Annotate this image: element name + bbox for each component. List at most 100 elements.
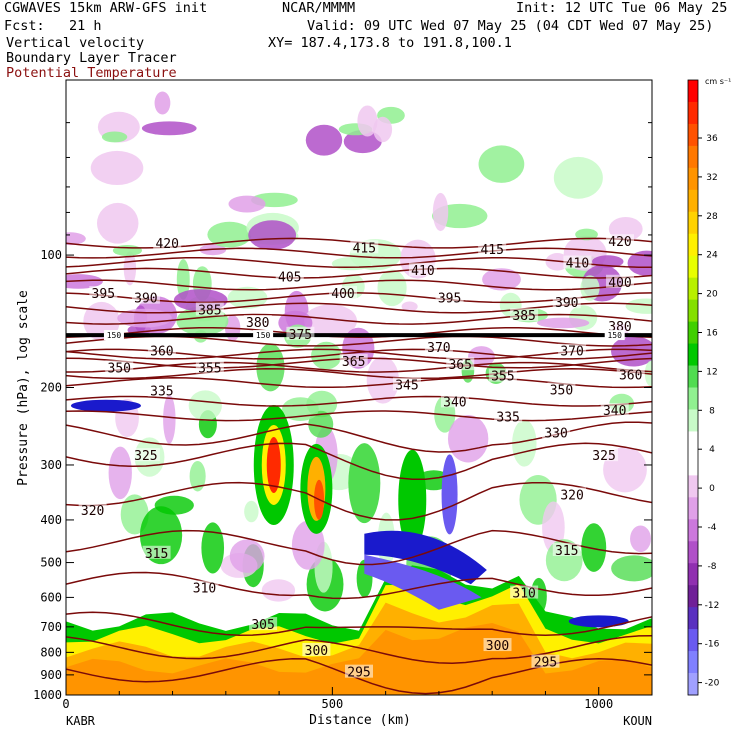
tracer-label: 150 xyxy=(256,331,271,340)
theta-label-bg xyxy=(78,503,107,517)
velocity-cell xyxy=(66,232,86,246)
colorbar-tick-label: 16 xyxy=(706,329,718,339)
theta-label: 300 xyxy=(486,639,509,654)
theta-label-bg xyxy=(552,542,581,556)
velocity-cell xyxy=(581,523,607,572)
velocity-cell xyxy=(227,286,268,309)
velocity-cell xyxy=(229,539,265,573)
theta-label: 375 xyxy=(289,328,312,343)
colorbar-swatch xyxy=(688,189,698,213)
theta-label-bg xyxy=(275,269,304,283)
theta-label: 360 xyxy=(619,369,642,384)
theta-label: 300 xyxy=(305,644,328,659)
colorbar-swatch xyxy=(688,651,698,674)
velocity-cell xyxy=(468,346,495,367)
theta-label-bg xyxy=(408,262,437,276)
colorbar-tick-label: 36 xyxy=(706,134,718,144)
theta-label: 340 xyxy=(603,404,626,419)
theta-label-bg xyxy=(286,326,315,340)
colorbar-swatch xyxy=(688,629,698,652)
theta-label-bg xyxy=(142,545,171,559)
field-potential-temperature: Potential Temperature xyxy=(6,65,177,81)
colorbar-swatch xyxy=(688,255,698,279)
velocity-cell xyxy=(482,268,521,291)
tracer-plume xyxy=(364,530,487,585)
colorbar-unit: cm s⁻¹ xyxy=(705,77,731,86)
theta-label-bg xyxy=(510,585,539,599)
colorbar-swatch xyxy=(688,607,698,630)
theta-label-bg xyxy=(558,343,587,357)
theta-label: 420 xyxy=(155,237,178,252)
theta-contour-320 xyxy=(66,481,652,521)
colorbar-swatch xyxy=(688,497,698,520)
velocity-cell xyxy=(366,356,399,404)
y-axis: 100 200 300 400 500 600 700 800 900 1000 xyxy=(33,79,652,702)
theta-label-bg xyxy=(195,302,224,316)
colorbar-tick-label: 4 xyxy=(709,445,715,455)
theta-label: 315 xyxy=(145,547,168,562)
y-tick-label: 400 xyxy=(40,513,62,527)
velocity-cell xyxy=(66,274,103,289)
colorbar: cm s⁻¹ 36 32 28 24 20 16 12 8 4 0 -4 -8 -12 -16 -20 xyxy=(687,77,731,696)
y-axis-label: Pressure (hPa), log scale xyxy=(16,290,31,486)
x-axis-label: Distance (km) xyxy=(309,713,411,728)
field-vertical-velocity: Vertical velocity xyxy=(6,35,145,51)
init-time: Init: 12 UTC Tue 06 May 25 xyxy=(516,0,728,16)
colorbar-tick-label: 24 xyxy=(706,251,718,261)
velocity-cell xyxy=(189,461,206,492)
theta-label-bg xyxy=(606,234,635,248)
theta-label-bg xyxy=(249,617,278,631)
theta-label-bg xyxy=(131,448,160,462)
theta-contour-415 xyxy=(66,247,652,259)
velocity-cell xyxy=(432,192,449,232)
theta-label: 390 xyxy=(134,292,157,307)
theta-label: 365 xyxy=(342,355,365,370)
theta-label: 335 xyxy=(496,411,519,426)
velocity-cell xyxy=(108,446,132,500)
velocity-cell xyxy=(305,124,343,156)
theta-label: 320 xyxy=(81,504,104,519)
velocity-cell xyxy=(188,390,222,421)
theta-label: 355 xyxy=(198,361,221,376)
velocity-cell xyxy=(248,220,297,250)
theta-label-bg xyxy=(446,357,475,371)
tracer-blob xyxy=(70,399,141,412)
theta-label: 315 xyxy=(555,544,578,559)
org-label: NCAR/MMMM xyxy=(282,0,356,16)
theta-label: 355 xyxy=(491,370,514,385)
colorbar-swatch xyxy=(688,277,698,301)
theta-label-bg xyxy=(350,240,379,254)
velocity-cell xyxy=(101,131,128,143)
theta-label: 395 xyxy=(438,292,461,307)
theta-contour-labels: 420 415 415 420 410 410 405 400 400 395 390 395 390 3… xyxy=(78,234,645,681)
colorbar-swatch xyxy=(688,673,698,696)
colorbar-swatch xyxy=(688,321,698,345)
velocity-cell xyxy=(331,257,372,271)
theta-label: 405 xyxy=(278,271,301,286)
theta-label: 415 xyxy=(480,243,503,258)
theta-label: 350 xyxy=(550,383,573,398)
theta-label: 400 xyxy=(608,276,631,291)
velocity-cell xyxy=(228,195,266,213)
theta-label-bg xyxy=(243,315,272,329)
theta-contour-410 xyxy=(66,256,652,269)
theta-label-bg xyxy=(547,382,576,396)
theta-label: 370 xyxy=(427,341,450,356)
velocity-cell xyxy=(373,116,393,143)
cross-section-endpoints: XY= 187.4,173.8 to 191.8,100.1 xyxy=(268,35,512,51)
colorbar-tick-label: 0 xyxy=(709,484,715,494)
colorbar-swatch xyxy=(688,365,698,388)
colorbar-tick-label: -4 xyxy=(708,523,717,533)
velocity-cell xyxy=(625,298,652,314)
y-tick-label: 500 xyxy=(40,556,62,570)
theta-label: 325 xyxy=(134,449,157,464)
colorbar-tick-label: -20 xyxy=(705,679,720,689)
velocity-cell xyxy=(96,202,139,244)
colorbar-swatch xyxy=(688,123,698,147)
velocity-cell xyxy=(308,410,334,438)
theta-label: 305 xyxy=(251,618,274,633)
tracer-label: 150 xyxy=(107,331,122,340)
colorbar-tick-label: 28 xyxy=(706,212,718,222)
colorbar-swatch xyxy=(688,563,698,586)
